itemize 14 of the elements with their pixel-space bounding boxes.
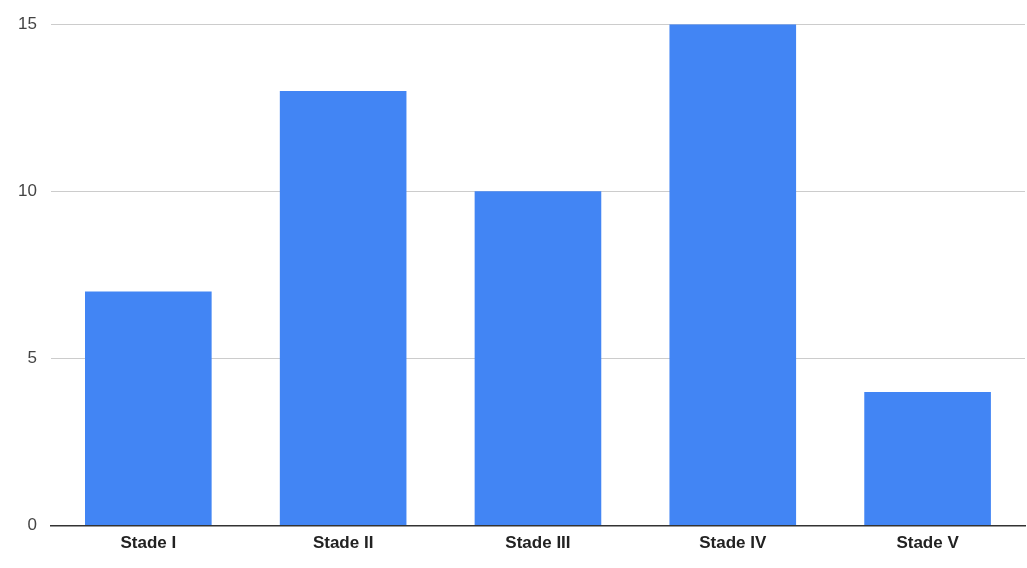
bar: [85, 291, 212, 526]
bar: [474, 191, 602, 526]
bar: [864, 391, 991, 526]
x-tick-label: Stade II: [312, 533, 374, 553]
x-tick-label: Stade IV: [699, 533, 767, 553]
bar: [669, 24, 797, 526]
y-tick-label: 15: [17, 13, 37, 33]
bar: [279, 91, 407, 526]
y-tick-label: 10: [17, 181, 37, 201]
x-tick-label: Stade III: [505, 533, 571, 553]
y-tick-label: 0: [27, 515, 37, 535]
x-tick-label: Stade V: [896, 533, 960, 553]
x-tick-label: Stade I: [120, 533, 177, 553]
y-tick-label: 5: [27, 348, 37, 368]
